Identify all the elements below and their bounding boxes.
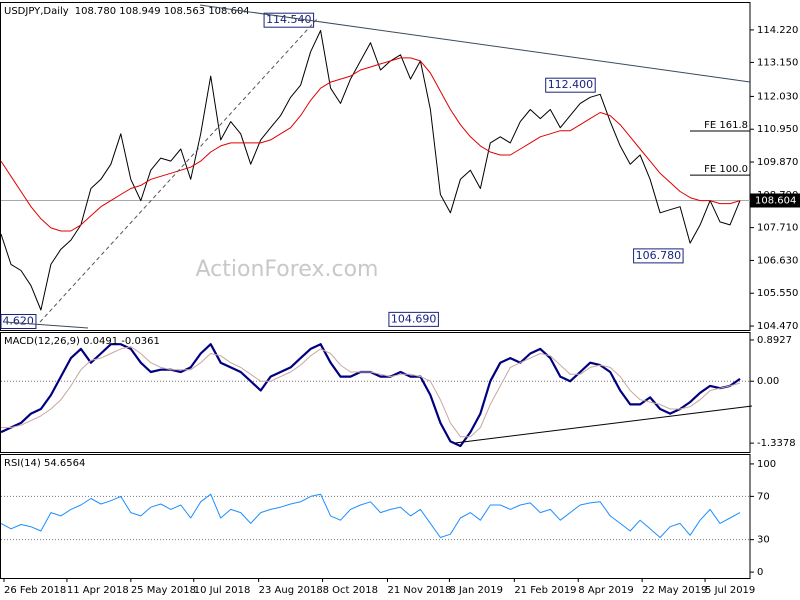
series-line bbox=[0, 30, 741, 311]
watermark: ActionForex.com bbox=[196, 257, 379, 282]
trend-line bbox=[4, 321, 89, 329]
x-tick-label: 23 Aug 2018 bbox=[259, 585, 323, 596]
y-tick-label: 105.550 bbox=[757, 288, 798, 299]
x-tick-label: 8 Jan 2019 bbox=[449, 585, 503, 596]
y-tick-label: 104.470 bbox=[757, 321, 798, 332]
y-tick-label: -1.3378 bbox=[757, 438, 796, 449]
x-tick-label: 11 Apr 2018 bbox=[67, 585, 129, 596]
annotation-label: 114.540 bbox=[266, 13, 312, 26]
y-tick-label: 106.630 bbox=[757, 255, 798, 266]
y-tick-label: 113.150 bbox=[757, 57, 798, 68]
pane-title: MACD(12,26,9) 0.0491 -0.0361 bbox=[4, 336, 160, 347]
x-tick-label: 8 Oct 2018 bbox=[323, 585, 378, 596]
annotation-label: 104.690 bbox=[391, 312, 437, 325]
series-line bbox=[0, 493, 741, 538]
x-tick-label: 10 Jul 2018 bbox=[194, 585, 251, 596]
y-tick-label: 112.030 bbox=[757, 91, 798, 102]
x-tick-label: 5 Jul 2019 bbox=[705, 585, 755, 596]
pane-frame bbox=[0, 2, 751, 331]
trend-line bbox=[454, 405, 753, 444]
annotation-label: 4.620 bbox=[2, 314, 34, 327]
pane-frame bbox=[0, 454, 751, 579]
pane-subtitle: 108.780 108.949 108.563 108.604 bbox=[75, 6, 250, 17]
x-tick-label: 21 Feb 2019 bbox=[514, 585, 576, 596]
annotation-box bbox=[0, 313, 37, 329]
x-tick-label: 21 Nov 2018 bbox=[387, 585, 451, 596]
y-tick-label: 114.220 bbox=[757, 25, 798, 36]
fe-level-label: FE 100.0 bbox=[704, 164, 748, 175]
last-price-label: 108.604 bbox=[755, 195, 796, 206]
y-tick-label: 100 bbox=[757, 459, 776, 470]
y-tick-label: 0 bbox=[757, 567, 763, 578]
y-tick-label: 110.950 bbox=[757, 124, 798, 135]
fe-level-label: FE 161.8 bbox=[704, 120, 748, 131]
x-tick-label: 8 Apr 2019 bbox=[578, 585, 633, 596]
annotation-label: 106.780 bbox=[636, 249, 682, 262]
series-line bbox=[0, 57, 741, 232]
last-price-box bbox=[750, 193, 800, 208]
pane-frame bbox=[0, 332, 751, 453]
x-tick-label: 25 May 2018 bbox=[131, 585, 196, 596]
trend-line bbox=[199, 4, 751, 83]
y-tick-label: 109.870 bbox=[757, 157, 798, 168]
pane-title: USDJPY,Daily bbox=[4, 6, 69, 17]
y-tick-label: 107.710 bbox=[757, 223, 798, 234]
annotation-box bbox=[545, 77, 596, 93]
y-tick-label: 0.8927 bbox=[757, 335, 792, 346]
x-tick-label: 26 Feb 2018 bbox=[4, 585, 66, 596]
y-tick-label: 70 bbox=[757, 491, 770, 502]
annotation-label: 112.400 bbox=[548, 78, 594, 91]
annotation-box bbox=[388, 311, 439, 327]
x-tick-label: 22 May 2019 bbox=[642, 585, 707, 596]
series-line bbox=[1, 346, 741, 438]
y-tick-label: 30 bbox=[757, 535, 770, 546]
pane-title: RSI(14) 54.6564 bbox=[4, 458, 85, 469]
annotation-box bbox=[633, 248, 684, 264]
annotation-box bbox=[263, 12, 315, 28]
y-tick-label: 0.00 bbox=[757, 376, 779, 387]
trend-line bbox=[39, 17, 319, 323]
